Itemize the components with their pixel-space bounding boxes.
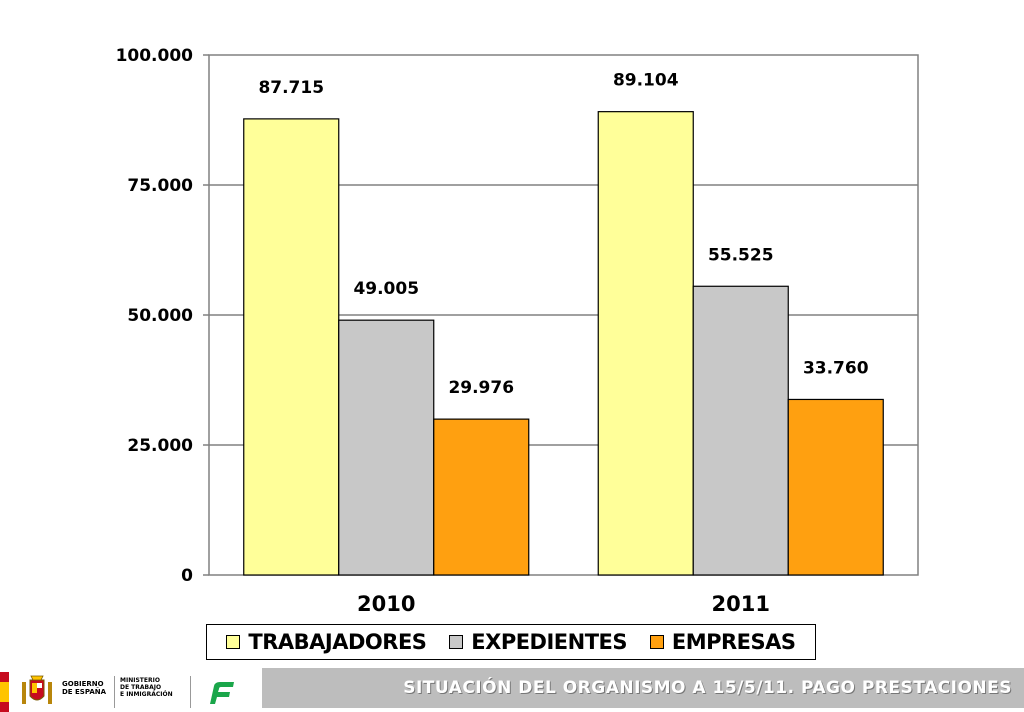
coat-of-arms-icon bbox=[22, 675, 52, 704]
bar-trabajadores-2010 bbox=[243, 118, 340, 576]
ministerio-text: MINISTERIO DE TRABAJO E INMIGRACIÓN bbox=[120, 677, 173, 698]
bar-expedientes-2011 bbox=[692, 285, 789, 576]
bar-empresas-2010 bbox=[433, 418, 530, 576]
data-label: 87.715 bbox=[258, 78, 324, 98]
logo-separator bbox=[114, 676, 115, 708]
legend-swatch bbox=[649, 635, 664, 649]
legend-item-trabajadores: TRABAJADORES bbox=[226, 630, 427, 654]
y-tick-label: 0 bbox=[181, 566, 193, 586]
data-label: 29.976 bbox=[448, 378, 514, 398]
logo-separator bbox=[190, 676, 191, 708]
legend-label: TRABAJADORES bbox=[248, 630, 427, 654]
legend-item-expedientes: EXPEDIENTES bbox=[449, 630, 628, 654]
footer-title: SITUACIÓN DEL ORGANISMO A 15/5/11. PAGO … bbox=[403, 678, 1012, 698]
bar-empresas-2011 bbox=[787, 398, 884, 576]
legend-swatch bbox=[449, 635, 464, 649]
bar-trabajadores-2011 bbox=[597, 111, 694, 576]
legend-label: EMPRESAS bbox=[671, 630, 796, 654]
y-axis-ticks: 0 25.000 50.000 75.000 100.000 bbox=[116, 46, 209, 586]
legend: TRABAJADORES EXPEDIENTES EMPRESAS bbox=[206, 624, 816, 660]
data-label: 55.525 bbox=[708, 245, 774, 265]
bars bbox=[243, 111, 884, 576]
x-tick-label: 2011 bbox=[712, 592, 770, 616]
bar-chart: 0 25.000 50.000 75.000 100.000 87.715 49.005 2… bbox=[116, 46, 919, 616]
footer: GOBIERNO DE ESPAÑA MINISTERIO DE TRABAJO… bbox=[0, 664, 1024, 712]
x-axis-ticks: 2010 2011 bbox=[357, 592, 770, 616]
logo-block: GOBIERNO DE ESPAÑA MINISTERIO DE TRABAJO… bbox=[0, 668, 255, 712]
legend-swatch bbox=[226, 635, 241, 649]
y-tick-label: 25.000 bbox=[127, 436, 193, 456]
y-tick-label: 50.000 bbox=[127, 306, 193, 326]
legend-item-empresas: EMPRESAS bbox=[649, 630, 796, 654]
gobierno-text: GOBIERNO DE ESPAÑA bbox=[62, 680, 107, 696]
bar-expedientes-2010 bbox=[338, 319, 435, 576]
flag-stripe bbox=[0, 672, 9, 712]
footer-title-bar: SITUACIÓN DEL ORGANISMO A 15/5/11. PAGO … bbox=[262, 668, 1024, 708]
y-tick-label: 100.000 bbox=[116, 46, 194, 66]
y-tick-label: 75.000 bbox=[127, 176, 193, 196]
data-label: 89.104 bbox=[613, 71, 679, 91]
legend-label: EXPEDIENTES bbox=[471, 630, 628, 654]
data-label: 49.005 bbox=[353, 279, 419, 299]
data-label: 33.760 bbox=[803, 358, 869, 378]
data-labels: 87.715 49.005 29.976 89.104 55.525 33.760 bbox=[258, 71, 868, 398]
x-tick-label: 2010 bbox=[357, 592, 415, 616]
fogasa-logo-icon bbox=[210, 682, 234, 704]
